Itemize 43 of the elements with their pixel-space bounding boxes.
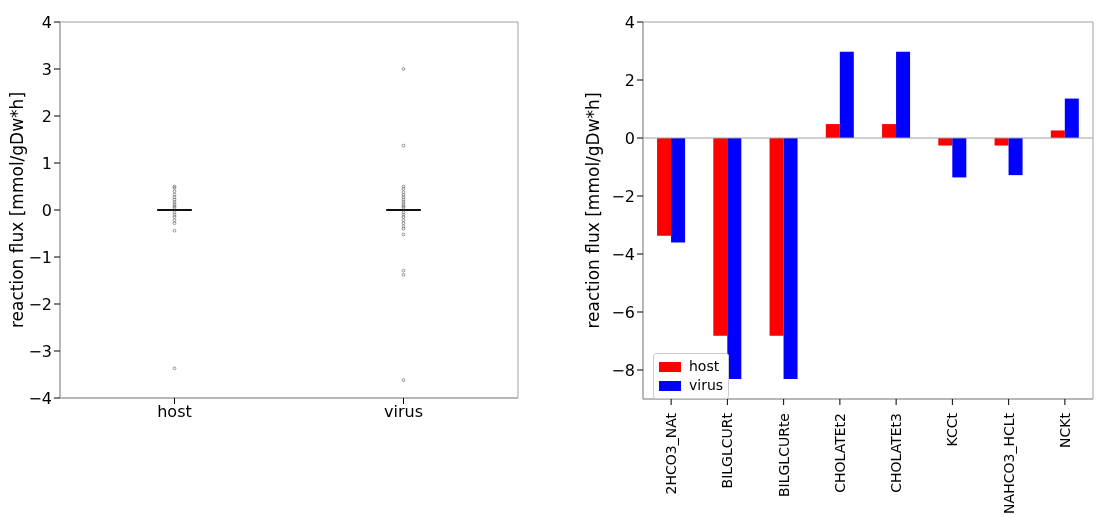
- bar: [882, 124, 897, 138]
- y-tick-label: 4: [41, 12, 52, 32]
- y-tick-label: −6: [611, 302, 635, 322]
- y-tick-label: −2: [28, 294, 52, 314]
- bar: [713, 138, 728, 336]
- y-tick-label: 2: [41, 106, 52, 126]
- x-tick-label: virus: [384, 402, 423, 422]
- bar: [727, 138, 742, 379]
- x-tick-label: NAHCO3_HCLt: [1000, 412, 1017, 514]
- y-tick-label: 1: [41, 153, 52, 173]
- y-tick-label: 0: [41, 200, 52, 220]
- bar: [825, 124, 840, 138]
- x-tick-label: CHOLATEt3: [888, 413, 905, 493]
- y-tick-label: −3: [28, 341, 52, 361]
- legend-label: host: [689, 357, 720, 376]
- y-tick-label: −2: [611, 186, 635, 206]
- y-tick-label: 2: [624, 70, 635, 90]
- x-tick-label: CHOLATEt2: [831, 413, 848, 493]
- bar: [783, 138, 798, 379]
- bar: [1008, 138, 1023, 176]
- y-tick-label: −1: [28, 247, 52, 267]
- y-tick-label: 3: [41, 59, 52, 79]
- x-tick-label: BILGLCURte: [775, 413, 792, 498]
- bar: [769, 138, 784, 336]
- y-tick-label: 0: [624, 128, 635, 148]
- x-tick-label: BILGLCURt: [719, 412, 736, 489]
- x-tick-label: 2HCO3_NAt: [663, 412, 680, 495]
- y-tick-label: −4: [611, 244, 635, 264]
- y-axis-title: reaction flux [mmol/gDw*h]: [583, 92, 604, 329]
- y-tick-label: 4: [624, 12, 635, 32]
- x-tick-label: host: [157, 402, 192, 422]
- y-tick-label: −4: [28, 388, 52, 408]
- bar: [896, 51, 911, 138]
- x-tick-label: NCKt: [1056, 412, 1073, 448]
- x-tick-label: KCCt: [944, 412, 961, 447]
- bar: [839, 51, 854, 138]
- y-tick-label: −8: [611, 360, 635, 380]
- bar: [1064, 98, 1079, 138]
- legend-label: virus: [689, 376, 724, 395]
- y-axis-title: reaction flux [mmol/gDw*h]: [7, 91, 28, 329]
- bar: [952, 138, 967, 178]
- bar: [671, 138, 686, 243]
- bar: [657, 138, 672, 236]
